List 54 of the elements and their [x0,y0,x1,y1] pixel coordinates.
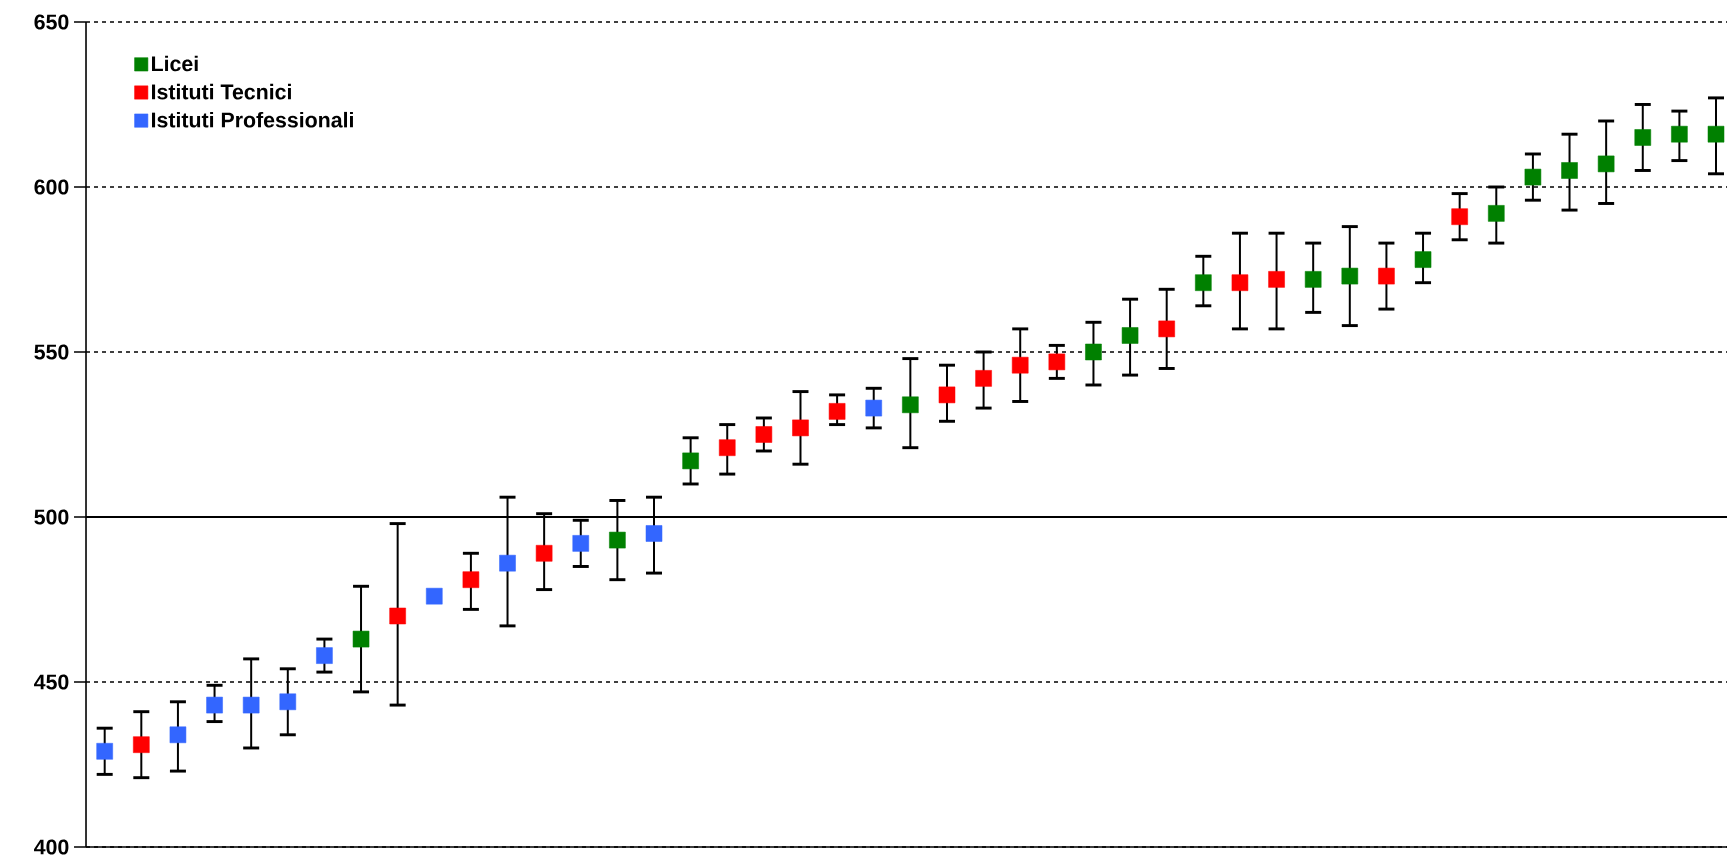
y-tick-label: 500 [34,509,69,525]
point [1341,267,1359,285]
point [1414,251,1432,268]
legend-label: Licei [152,55,198,72]
legend-label: Istituti Tecnici [152,83,291,100]
point [975,370,992,387]
y-tick-label: 400 [34,839,69,855]
point [389,607,406,625]
point [426,587,443,605]
point [1561,162,1578,179]
point [316,647,333,664]
point [1634,129,1652,146]
point [902,396,919,414]
point [1231,274,1249,291]
point [535,545,553,562]
point [1524,168,1542,186]
point [1597,155,1615,173]
y-tick-label: 600 [34,179,69,195]
legend-label: Istituti Professionali [152,111,353,128]
point [1488,205,1505,222]
point [1707,125,1725,143]
point [865,399,882,417]
point [1451,208,1468,225]
point [792,419,809,437]
point [133,736,150,753]
point [1158,320,1175,338]
point [462,571,480,588]
y-tick-label: 650 [34,14,69,30]
point [352,630,370,648]
point [1268,271,1285,288]
point [499,554,516,572]
point [938,386,956,404]
point [96,743,113,760]
point [572,535,590,552]
point [1195,274,1212,291]
point [206,696,223,714]
y-tick-label: 450 [34,674,69,690]
point [1048,353,1066,371]
point [1671,125,1688,143]
point [755,426,773,443]
point [1304,271,1322,288]
y-tick-label: 550 [34,344,69,360]
point [718,439,736,456]
point [682,452,699,470]
point [1011,356,1029,374]
point [279,693,297,711]
point [1085,343,1102,361]
point [609,531,626,549]
point [242,696,260,714]
point [1378,267,1395,285]
point [169,726,187,744]
point [828,403,846,420]
point [1121,327,1139,344]
point [645,525,663,542]
